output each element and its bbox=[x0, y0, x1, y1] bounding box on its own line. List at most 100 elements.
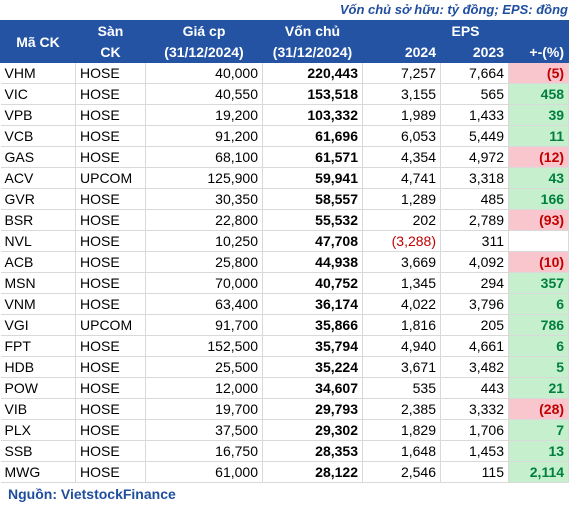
table-cell: 4,022 bbox=[362, 293, 441, 315]
table-row: VPB HOSE 19,200 103,332 1,989 1,433 39 bbox=[0, 104, 570, 126]
table-cell: 36,174 bbox=[262, 293, 363, 315]
table-row: MSN HOSE 70,000 40,752 1,345 294 357 bbox=[0, 272, 570, 294]
header-cell: Sàn bbox=[75, 20, 146, 42]
table-cell: 40,752 bbox=[262, 272, 363, 294]
table-cell: 1,989 bbox=[362, 104, 441, 126]
table-cell: 202 bbox=[362, 209, 441, 231]
table-cell: 2,114 bbox=[508, 461, 570, 483]
table-cell: (93) bbox=[508, 209, 570, 231]
table-cell: 3,482 bbox=[440, 356, 509, 378]
table-cell: 5,449 bbox=[440, 125, 509, 147]
table-cell: HOSE bbox=[75, 293, 146, 315]
table-row: VGI UPCOM 91,700 35,866 1,816 205 786 bbox=[0, 314, 570, 336]
table-cell: 4,940 bbox=[362, 335, 441, 357]
header-cell: CK bbox=[75, 41, 146, 63]
table-row: GAS HOSE 68,100 61,571 4,354 4,972 (12) bbox=[0, 146, 570, 168]
table-cell: 294 bbox=[440, 272, 509, 294]
table-cell: HOSE bbox=[75, 335, 146, 357]
table-cell: HOSE bbox=[75, 440, 146, 462]
table-cell: UPCOM bbox=[75, 167, 146, 189]
table-cell: 4,661 bbox=[440, 335, 509, 357]
table-cell: 4,092 bbox=[440, 251, 509, 273]
table-row: VIC HOSE 40,550 153,518 3,155 565 458 bbox=[0, 83, 570, 105]
table-cell: 11 bbox=[508, 125, 570, 147]
table-cell: HOSE bbox=[75, 398, 146, 420]
table-cell: 3,332 bbox=[440, 398, 509, 420]
table-cell: 91,700 bbox=[145, 314, 263, 336]
table-cell: BSR bbox=[0, 209, 76, 231]
table-cell: 29,302 bbox=[262, 419, 363, 441]
table-cell: 28,353 bbox=[262, 440, 363, 462]
table-row: FPT HOSE 152,500 35,794 4,940 4,661 6 bbox=[0, 335, 570, 357]
table-cell: HOSE bbox=[75, 188, 146, 210]
table-row: VNM HOSE 63,400 36,174 4,022 3,796 6 bbox=[0, 293, 570, 315]
table-cell: HOSE bbox=[75, 146, 146, 168]
table-cell: 1,706 bbox=[440, 419, 509, 441]
table-cell: 485 bbox=[440, 188, 509, 210]
table-cell: 29,793 bbox=[262, 398, 363, 420]
table-cell: 21 bbox=[508, 377, 570, 399]
header-cell: EPS bbox=[361, 20, 570, 42]
table-cell: (28) bbox=[508, 398, 570, 420]
table-cell: 1,648 bbox=[362, 440, 441, 462]
table: Mã CK Sàn Giá cp Vốn chủ EPS CK (31/12/2… bbox=[0, 20, 570, 483]
table-cell: HOSE bbox=[75, 104, 146, 126]
table-cell: 311 bbox=[440, 230, 509, 252]
table-cell: 35,224 bbox=[262, 356, 363, 378]
table-cell: 47,708 bbox=[262, 230, 363, 252]
table-row: PLX HOSE 37,500 29,302 1,829 1,706 7 bbox=[0, 419, 570, 441]
table-cell: ACV bbox=[0, 167, 76, 189]
table-cell: VIC bbox=[0, 83, 76, 105]
table-cell: 2,546 bbox=[362, 461, 441, 483]
table-cell: VNM bbox=[0, 293, 76, 315]
table-cell: 1,453 bbox=[440, 440, 509, 462]
table-cell: 152,500 bbox=[145, 335, 263, 357]
table-cell: (12) bbox=[508, 146, 570, 168]
table-row: ACB HOSE 25,800 44,938 3,669 4,092 (10) bbox=[0, 251, 570, 273]
table-cell: 19,200 bbox=[145, 104, 263, 126]
table-cell: VCB bbox=[0, 125, 76, 147]
table-row: NVL HOSE 10,250 47,708 (3,288) 311 bbox=[0, 230, 570, 252]
table-cell: VHM bbox=[0, 62, 76, 84]
table-cell: 91,200 bbox=[145, 125, 263, 147]
table-cell: 2,789 bbox=[440, 209, 509, 231]
table-cell: 7,664 bbox=[440, 62, 509, 84]
note: Vốn chủ sở hữu: tỷ đồng; EPS: đồng bbox=[339, 2, 568, 17]
table-cell: 153,518 bbox=[262, 83, 363, 105]
table-cell: HDB bbox=[0, 356, 76, 378]
table-cell: 443 bbox=[440, 377, 509, 399]
table-cell: GAS bbox=[0, 146, 76, 168]
table-cell: 43 bbox=[508, 167, 570, 189]
table-cell: 4,354 bbox=[362, 146, 441, 168]
header-cell: (31/12/2024) bbox=[145, 41, 263, 63]
table-row: HDB HOSE 25,500 35,224 3,671 3,482 5 bbox=[0, 356, 570, 378]
table-cell: 30,350 bbox=[145, 188, 263, 210]
header-cell: Mã CK bbox=[0, 20, 76, 63]
table-cell: 220,443 bbox=[262, 62, 363, 84]
source: Nguồn: VietstockFinance bbox=[8, 486, 176, 502]
table-cell: 103,332 bbox=[262, 104, 363, 126]
table-cell: 3,796 bbox=[440, 293, 509, 315]
table-cell: POW bbox=[0, 377, 76, 399]
table-cell: 535 bbox=[362, 377, 441, 399]
table-cell: HOSE bbox=[75, 230, 146, 252]
table-cell: 1,289 bbox=[362, 188, 441, 210]
table-row: VCB HOSE 91,200 61,696 6,053 5,449 11 bbox=[0, 125, 570, 147]
table-cell: 58,557 bbox=[262, 188, 363, 210]
table-cell: (5) bbox=[508, 62, 570, 84]
table-cell: 22,800 bbox=[145, 209, 263, 231]
table-cell: VPB bbox=[0, 104, 76, 126]
table-cell: SSB bbox=[0, 440, 76, 462]
table-cell: 59,941 bbox=[262, 167, 363, 189]
table-cell: MWG bbox=[0, 461, 76, 483]
table-cell: 37,500 bbox=[145, 419, 263, 441]
table-cell: HOSE bbox=[75, 209, 146, 231]
table-cell: 115 bbox=[440, 461, 509, 483]
table-cell: 458 bbox=[508, 83, 570, 105]
table-cell: 5 bbox=[508, 356, 570, 378]
table-body: VHM HOSE 40,000 220,443 7,257 7,664 (5) VIC HOSE… bbox=[0, 62, 570, 483]
table-cell: HOSE bbox=[75, 251, 146, 273]
table-cell: 4,741 bbox=[362, 167, 441, 189]
table-row: BSR HOSE 22,800 55,532 202 2,789 (93) bbox=[0, 209, 570, 231]
